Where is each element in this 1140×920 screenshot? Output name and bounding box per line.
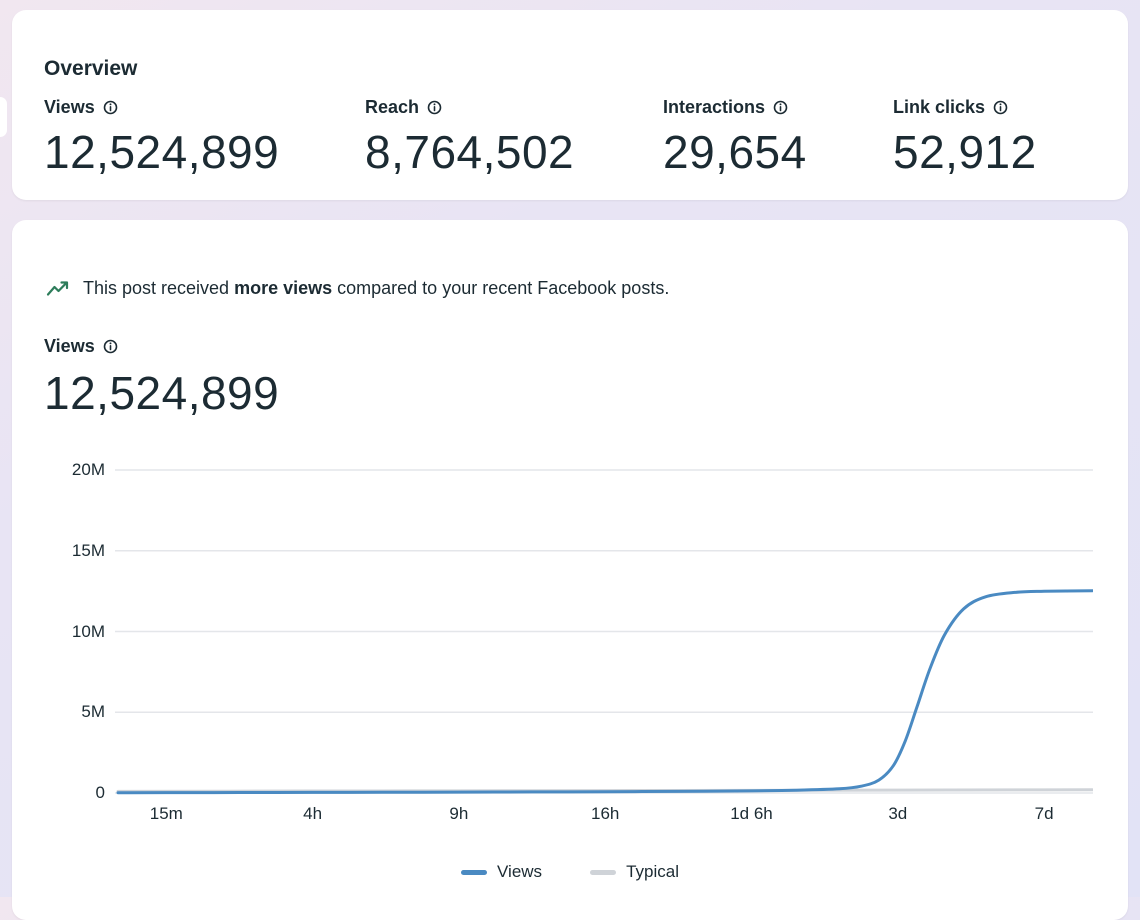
insight-highlight: more views [234,278,333,298]
x-axis-tick: 4h [303,804,323,823]
x-axis-tick: 3d [888,804,908,823]
left-edge-card-sliver [0,97,7,137]
post-performance-card: This post received more views compared t… [12,220,1128,920]
metric-interactions: Interactions 29,654 [663,97,807,179]
metric-views: Views 12,524,899 [44,97,279,179]
legend-item-typical: Typical [590,862,679,882]
metric-views-label: Views [44,97,95,117]
info-icon[interactable] [103,100,118,115]
x-axis-tick: 7d [1034,804,1054,823]
chart-metric-label: Views [44,336,118,357]
x-axis-tick: 15m [149,804,183,823]
metric-reach-label: Reach [365,97,420,117]
info-icon[interactable] [773,100,788,115]
views-line-chart-plot[interactable] [115,458,1093,802]
insight-text: This post received more views compared t… [83,278,669,299]
metric-link-clicks: Link clicks 52,912 [893,97,1037,179]
y-axis-tick: 15M [71,540,105,560]
chart-views-label: Views [44,336,95,356]
page-title: Overview [44,57,138,81]
y-axis-tick: 0 [95,783,105,802]
insight-prefix: This post received [83,278,235,298]
info-icon[interactable] [427,100,442,115]
info-icon[interactable] [993,100,1008,115]
views-legend-swatch [461,869,488,875]
metric-link-clicks-value: 52,912 [893,126,1037,178]
y-axis-tick: 20M [71,460,105,479]
x-axis-tick: 1d 6h [730,804,773,823]
metric-reach: Reach 8,764,502 [365,97,574,179]
y-axis-tick: 5M [81,702,105,722]
legend-label-views: Views [497,862,543,881]
chart-views-value: 12,524,899 [44,367,280,419]
metric-reach-value: 8,764,502 [365,126,575,178]
legend-label-typical: Typical [626,862,679,881]
series-line-views [116,589,1093,795]
trending-up-icon [46,280,70,298]
insight-banner: This post received more views compared t… [46,278,669,299]
x-axis-tick: 16h [591,804,620,823]
legend-item-views: Views [461,862,542,882]
chart-legend: Views Typical [12,862,1128,882]
typical-legend-swatch [590,869,617,875]
metric-views-value: 12,524,899 [44,126,280,178]
insight-suffix: compared to your recent Facebook posts. [332,278,670,298]
y-axis-tick: 10M [71,621,105,641]
metric-link-clicks-label: Link clicks [893,97,986,117]
metric-interactions-value: 29,654 [663,126,807,178]
x-axis-tick: 9h [449,804,469,823]
info-icon[interactable] [103,339,118,354]
metric-interactions-label: Interactions [663,97,766,117]
overview-card: Overview Views 12,524,899 Reach 8,764,50… [12,10,1128,200]
